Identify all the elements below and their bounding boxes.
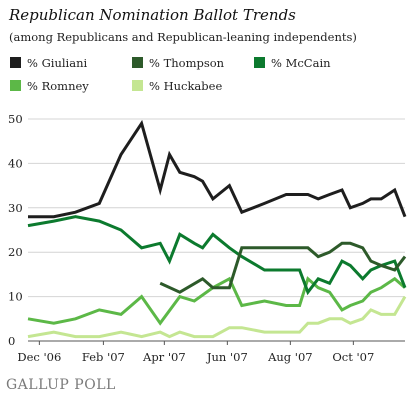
y-tick-label-0: 0 [8,334,15,348]
legend-swatch-huckabee [132,80,143,91]
series-line-huckabee [27,295,407,339]
series-line-mccain [27,215,407,296]
series-line-romney [27,276,406,326]
legend-label-giuliani: % Giuliani [27,56,87,70]
chart-title: Republican Nomination Ballot Trends [9,6,296,24]
x-tick-label-aug-07: Aug '07 [267,350,313,364]
legend-swatch-giuliani [10,57,21,68]
legend-swatch-mccain [254,57,265,68]
y-tick-label-10: 10 [8,290,23,304]
chart-subtitle: (among Republicans and Republican-leanin… [9,30,357,44]
y-tick-label-30: 30 [8,201,23,215]
y-tick-label-20: 20 [8,245,23,259]
legend-label-huckabee: % Huckabee [149,79,222,93]
x-tick-label-feb-07: Feb '07 [82,350,125,364]
chart-axes: 0 10 20 30 40 50 Dec '06 Feb '07 Apr '07 Jun '07 A… [8,112,374,364]
y-tick-label-40: 40 [8,156,23,170]
x-tick-label-dec-06: Dec '06 [17,350,61,364]
chart-series [27,119,407,339]
chart-legend: % Giuliani % Thompson % McCain % Romney % Hu… [10,56,331,93]
x-tick-label-apr-07: Apr '07 [142,350,186,364]
x-tick-label-jun-07: Jun '07 [206,350,248,364]
series-line-giuliani [28,119,407,219]
x-tick-label-oct-07: Oct '07 [332,350,374,364]
series-line-thompson [159,241,407,294]
y-tick-label-50: 50 [8,112,23,126]
legend-swatch-thompson [132,57,143,68]
legend-label-romney: % Romney [27,79,89,93]
legend-label-thompson: % Thompson [149,56,225,70]
legend-swatch-romney [10,80,21,91]
gallup-poll-logo: GALLUP POLL [6,377,116,393]
legend-label-mccain: % McCain [271,56,331,70]
